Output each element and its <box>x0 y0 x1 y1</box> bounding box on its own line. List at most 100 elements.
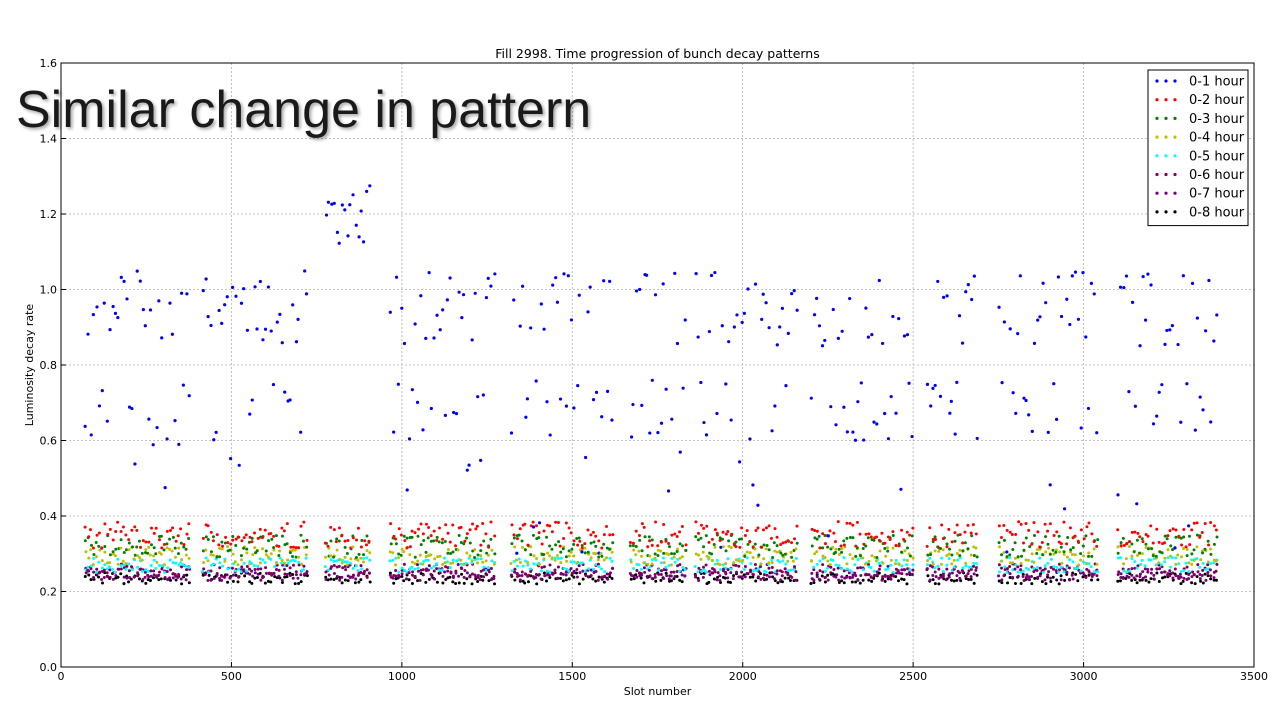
series-point <box>147 575 151 579</box>
series-point <box>1130 578 1134 582</box>
series-point <box>675 341 680 346</box>
series-point <box>1188 534 1192 538</box>
series-point <box>408 545 412 549</box>
series-point <box>581 577 585 581</box>
series-point <box>266 579 270 583</box>
series-point <box>1057 562 1061 566</box>
series-point <box>710 552 714 556</box>
series-point <box>149 574 153 578</box>
series-point <box>886 574 890 578</box>
series-point <box>1133 560 1137 564</box>
series-point <box>302 520 306 524</box>
series-point <box>441 537 445 541</box>
series-point <box>303 269 307 273</box>
series-point <box>407 578 411 582</box>
series-point <box>856 578 860 582</box>
series-point <box>171 526 175 530</box>
series-point <box>828 563 832 567</box>
series-point <box>1059 542 1063 546</box>
series-point <box>1032 534 1036 538</box>
series-point <box>1002 574 1006 578</box>
series-point <box>1047 546 1051 550</box>
series-point <box>740 570 744 574</box>
series-point <box>1024 536 1028 540</box>
series-point <box>1160 383 1164 387</box>
series-point <box>952 558 956 562</box>
series-point <box>964 561 968 565</box>
series-point <box>1014 532 1018 536</box>
series-point <box>903 568 907 572</box>
series-point <box>724 549 728 553</box>
series-point <box>594 534 598 538</box>
series-point <box>297 582 301 586</box>
series-point <box>98 548 102 552</box>
series-point <box>168 537 172 541</box>
series-point <box>776 581 780 585</box>
series-point <box>894 575 898 579</box>
series-point <box>108 553 112 557</box>
series-point <box>775 535 779 539</box>
series-point <box>260 536 264 540</box>
series-point <box>673 575 677 579</box>
series-point <box>702 568 706 572</box>
series-point <box>780 306 784 310</box>
series-point <box>354 538 358 542</box>
series-point <box>770 558 774 562</box>
series-point <box>650 558 654 562</box>
series-point <box>745 529 749 533</box>
series-point <box>1092 292 1096 296</box>
series-point <box>1199 579 1203 583</box>
series-point <box>902 537 906 541</box>
series-point <box>1165 537 1169 541</box>
series-point <box>933 582 937 586</box>
series-point <box>1032 566 1036 570</box>
series-point <box>537 572 541 576</box>
series-point <box>1139 562 1143 566</box>
x-tick-label: 3000 <box>1070 670 1098 683</box>
series-point <box>174 578 178 582</box>
series-point <box>345 551 349 555</box>
series-point <box>877 567 881 571</box>
legend-marker <box>1164 79 1168 83</box>
series-point <box>119 564 123 568</box>
series-point <box>550 556 554 560</box>
series-point <box>399 533 403 537</box>
series-point <box>1215 313 1219 317</box>
series-point <box>296 317 300 322</box>
series-point <box>762 543 766 547</box>
series-point <box>678 450 682 454</box>
series-point <box>1076 539 1080 543</box>
series-point <box>365 556 369 560</box>
series-point <box>228 548 232 552</box>
series-point <box>656 544 660 548</box>
series-point <box>1124 557 1128 561</box>
series-point <box>397 570 401 574</box>
series-point <box>297 560 301 564</box>
series-point <box>611 541 615 545</box>
series-point <box>771 575 775 579</box>
series-point <box>1212 576 1216 580</box>
series-point <box>955 574 959 578</box>
series-point <box>1046 529 1050 533</box>
series-point <box>883 541 887 545</box>
series-point <box>1160 551 1164 555</box>
series-point <box>1166 572 1170 576</box>
series-point <box>675 569 679 573</box>
series-point <box>446 551 450 555</box>
series-point <box>1166 556 1170 560</box>
series-point <box>948 572 952 576</box>
series-point <box>905 582 909 586</box>
series-point <box>786 331 790 335</box>
series-point <box>905 546 909 550</box>
series-point <box>274 561 278 565</box>
series-point <box>1096 538 1100 542</box>
series-point <box>817 534 821 538</box>
series-point <box>1049 557 1053 561</box>
series-point <box>341 566 345 570</box>
series-point <box>748 551 752 555</box>
series-point <box>179 527 183 531</box>
series-point <box>83 575 87 579</box>
series-point <box>820 344 825 348</box>
series-point <box>130 406 134 411</box>
series-point <box>737 564 741 568</box>
